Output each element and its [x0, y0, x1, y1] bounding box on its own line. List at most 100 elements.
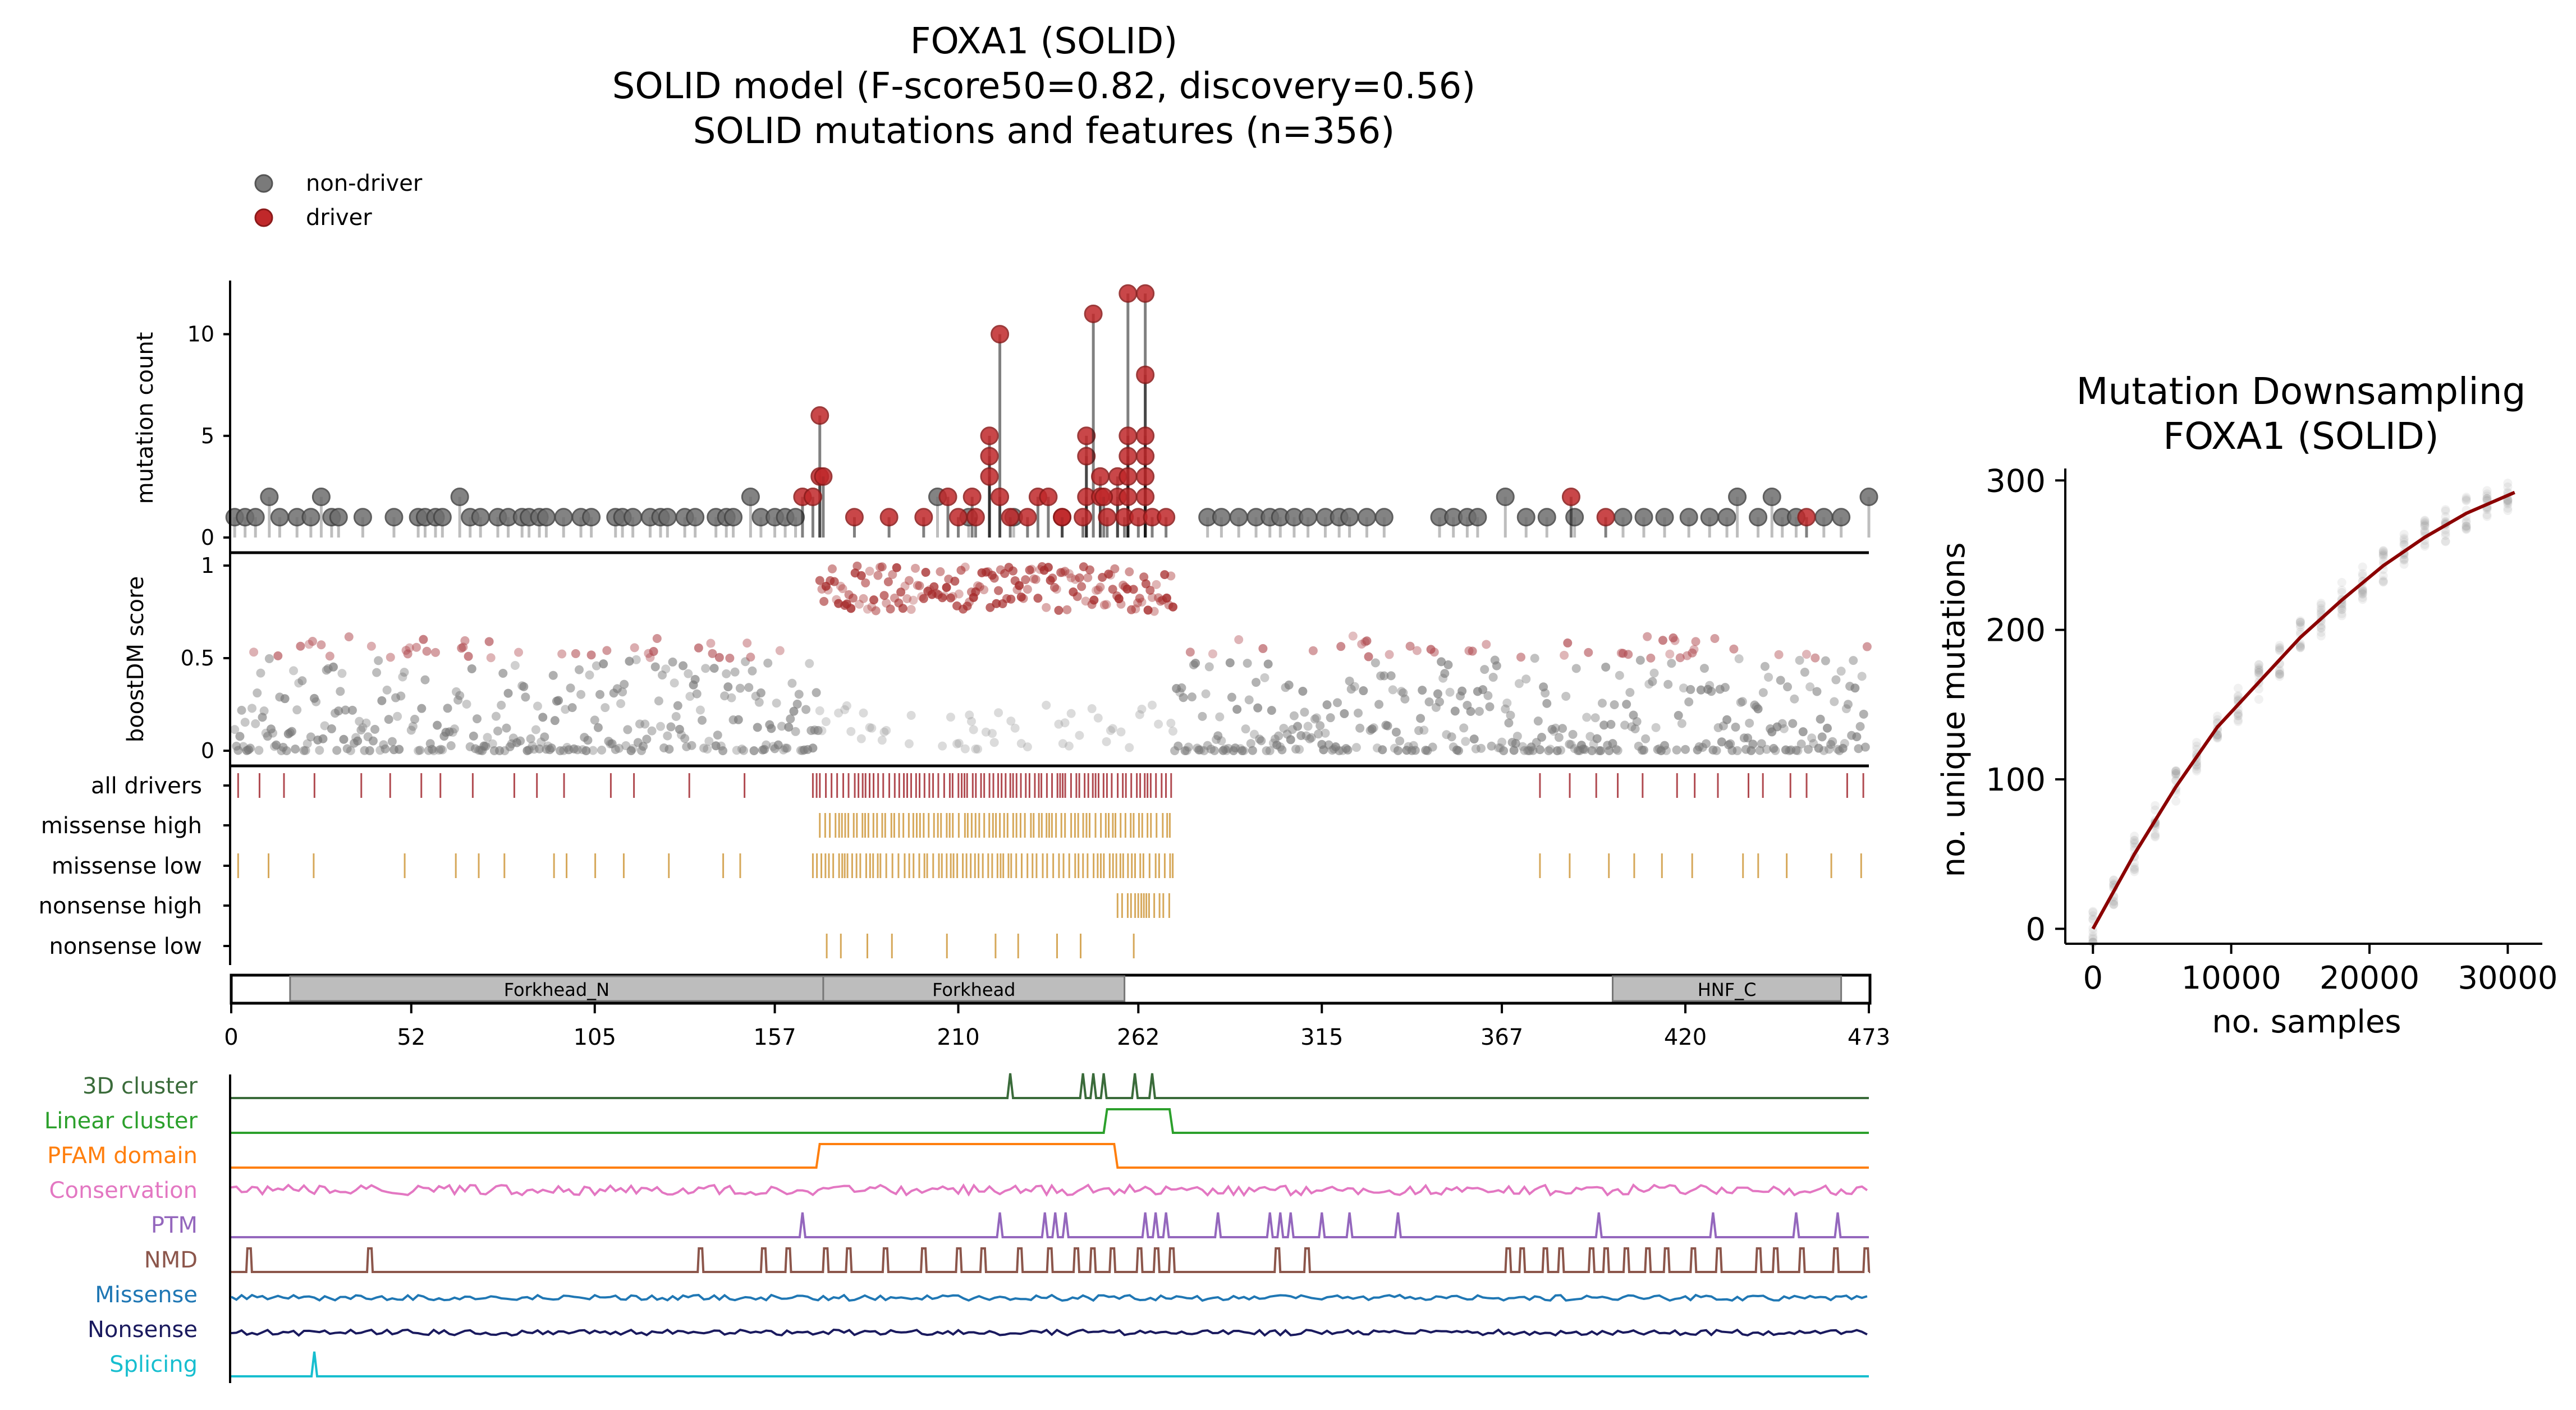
boost-point: [658, 670, 667, 680]
boost-point: [1512, 732, 1522, 741]
lollipop-panel: 0 5 10 mutation count: [132, 281, 1878, 553]
boost-point: [1262, 746, 1271, 755]
boost-point: [1800, 668, 1809, 677]
boost-driver-point: [848, 593, 858, 603]
driver-point: [980, 447, 999, 466]
boost-point: [245, 743, 255, 753]
downsampling-point: [2316, 604, 2326, 613]
downsampling-point: [2151, 801, 2160, 810]
boost-point: [1395, 736, 1405, 746]
boost-point: [1504, 718, 1514, 728]
boost-driver-point: [708, 649, 717, 658]
boost-point: [1326, 713, 1335, 723]
boost-point: [840, 705, 850, 714]
boost-point: [550, 716, 560, 725]
downsampling-xtick-label: 30000: [2458, 960, 2557, 996]
boost-driver-point: [900, 581, 910, 591]
boost-point: [1807, 733, 1817, 743]
boost-point: [1424, 697, 1434, 707]
boost-point: [1397, 687, 1406, 696]
downsampling-point: [2337, 609, 2346, 618]
downsampling-point: [2213, 711, 2222, 721]
downsampling-point: [2462, 495, 2471, 505]
boost-driver-point: [1308, 646, 1318, 655]
boost-point: [1681, 745, 1690, 754]
boost-driver-point: [1025, 566, 1034, 575]
boost-driver-point: [1135, 594, 1144, 603]
boost-point: [1615, 670, 1624, 680]
boost-point: [879, 727, 889, 737]
boost-point: [1252, 678, 1261, 687]
boost-point: [601, 703, 610, 713]
boost-driver-point: [325, 651, 334, 661]
downsampling-point: [2420, 521, 2430, 530]
downsampling-point: [2482, 494, 2492, 503]
downsampling-point: [2275, 643, 2284, 653]
nondriver-point: [1728, 488, 1747, 507]
boost-driver-point: [1125, 567, 1134, 577]
downsampling-point: [2337, 578, 2346, 587]
boost-point: [561, 705, 570, 714]
boost-driver-point: [861, 578, 870, 587]
boost-driver-point: [1050, 582, 1060, 592]
downsampling-point: [2295, 641, 2305, 651]
boost-point: [1249, 729, 1259, 739]
boost-point: [372, 668, 382, 677]
boost-point: [1087, 704, 1097, 714]
boost-point: [611, 745, 620, 754]
boost-point: [287, 727, 296, 736]
boost-point: [711, 741, 721, 751]
boost-point: [548, 670, 558, 680]
position-xtick-label: 367: [1480, 1025, 1523, 1050]
boost-point: [1554, 733, 1564, 742]
boost-point: [310, 693, 319, 703]
boost-point: [253, 688, 262, 698]
boost-point: [1606, 720, 1616, 729]
boostdm-ytick-label: 0.5: [181, 646, 214, 670]
boost-driver-point: [836, 581, 845, 591]
driver-point: [1039, 488, 1058, 507]
boost-point: [567, 703, 577, 713]
lollipop-ylabel: mutation count: [132, 332, 158, 504]
driver-point: [980, 467, 999, 486]
downsampling-point: [2171, 769, 2181, 779]
downsampling-point: [2254, 660, 2263, 669]
legend-driver-marker: [254, 208, 273, 227]
boost-point: [965, 710, 974, 720]
boost-point: [698, 715, 707, 725]
boost-point: [311, 697, 321, 706]
nondriver-point: [1679, 508, 1698, 527]
nondriver-point: [1859, 488, 1878, 507]
boost-point: [1322, 700, 1332, 710]
track-marks: all drivers missense high missense low nons…: [39, 773, 1864, 959]
downsampling-point: [2295, 616, 2305, 626]
boost-point: [353, 736, 363, 746]
downsampling-point: [2171, 766, 2181, 775]
boost-point: [1776, 676, 1785, 685]
boost-point: [704, 737, 714, 746]
downsampling-point: [2130, 839, 2139, 849]
downsampling-point: [2503, 496, 2513, 506]
downsampling-point: [2358, 571, 2367, 581]
boost-point: [1291, 745, 1301, 754]
boost-driver-point: [484, 637, 494, 646]
boost-point: [1016, 739, 1026, 748]
boost-point: [429, 746, 438, 755]
boost-point: [1248, 746, 1257, 755]
boost-driver-point: [366, 641, 376, 651]
boost-point: [1168, 727, 1178, 736]
boost-driver-point: [412, 642, 421, 652]
boost-point: [1843, 700, 1853, 709]
boost-point: [1579, 744, 1588, 754]
boost-driver-point: [877, 562, 887, 572]
downsampling-ytick-label: 300: [1986, 463, 2046, 499]
boost-point: [1194, 745, 1204, 755]
boost-point: [1187, 692, 1197, 702]
nondriver-point: [1229, 508, 1248, 527]
boost-driver-point: [1670, 636, 1680, 645]
downsampling-point: [2462, 522, 2471, 531]
boost-point: [1635, 655, 1645, 665]
boost-driver-point: [422, 646, 432, 656]
nondriver-point: [1749, 508, 1768, 527]
downsampling-point: [2462, 518, 2471, 527]
